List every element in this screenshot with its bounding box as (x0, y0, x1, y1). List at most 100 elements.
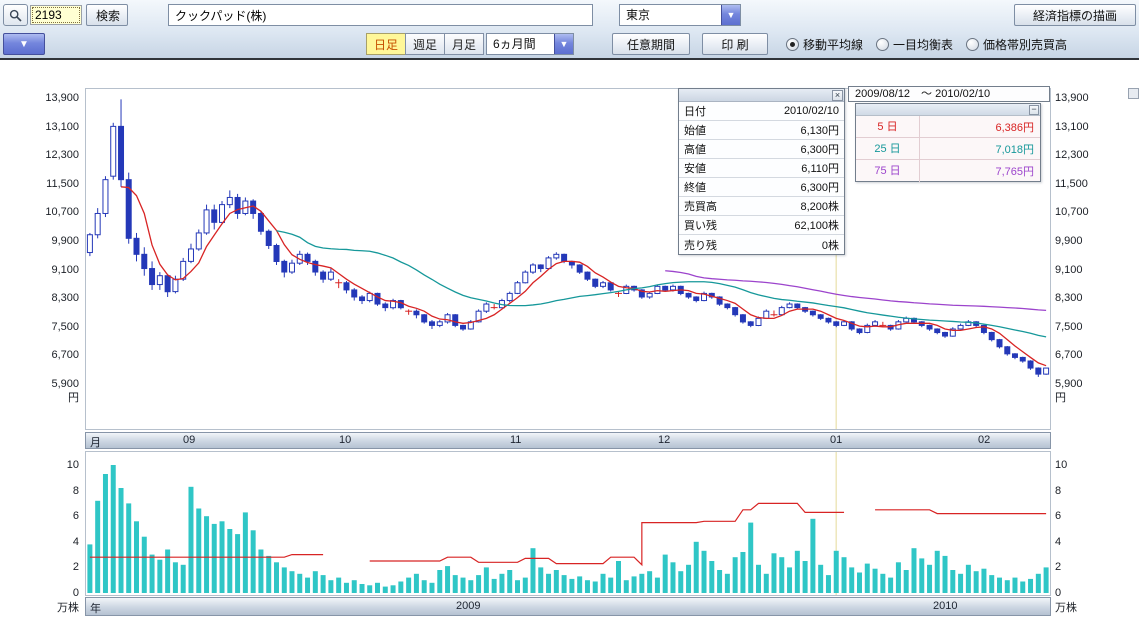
volume-tick-label: 10 (66, 459, 79, 471)
price-axis-unit: 円 (68, 392, 79, 404)
radio-moving-average[interactable]: 移動平均線 (786, 36, 863, 53)
chart-region: 月 09 10 11 12 01 02 年 2009 2010 × 日付 2010/02/1… (0, 60, 1139, 622)
ma-legend-row-5: 5 日 6,386円 (856, 116, 1040, 138)
volume-tick-label: 8 (72, 484, 79, 497)
info-row-margin-sell: 売り残 0株 (679, 235, 844, 254)
info-value-number: 2010/02/10 (783, 105, 839, 117)
info-value-unit: 株 (828, 220, 839, 232)
chevron-down-icon[interactable]: ▼ (554, 34, 573, 54)
month-axis-unit: 月 (90, 437, 101, 449)
overlay-radio-group: 移動平均線 一目均衡表 価格帯別売買高 (786, 36, 1067, 53)
month-label: 12 (658, 434, 671, 446)
symbol-list-dropdown-button[interactable]: ▼ (3, 33, 45, 55)
price-tick-label: 9,900 (51, 235, 79, 247)
volume-tick-label: 10 (1055, 459, 1068, 471)
year-axis-unit: 年 (90, 603, 101, 615)
month-label: 10 (339, 434, 352, 446)
volume-tick-label: 4 (72, 535, 79, 548)
minimize-icon[interactable]: − (1029, 104, 1039, 115)
ma-value-number: 6,386 (995, 122, 1023, 134)
price-tick-label: 11,500 (46, 177, 79, 190)
price-tick-label: 5,900 (1055, 378, 1083, 390)
year-label: 2009 (456, 600, 481, 612)
exchange-select[interactable]: 東京 ▼ (619, 4, 741, 26)
info-value-number: 6,110 (801, 163, 828, 175)
volume-tick-label: 0 (72, 587, 79, 599)
price-tick-label: 7,500 (51, 320, 79, 333)
tab-weekly[interactable]: 週足 (405, 33, 445, 55)
info-row-date: 日付 2010/02/10 (679, 102, 844, 121)
info-value-number: 62,100 (794, 220, 828, 232)
info-row-open: 始値 6,130円 (679, 121, 844, 140)
volume-axis-unit: 万株 (57, 602, 79, 614)
scroll-corner-button[interactable] (1128, 88, 1139, 99)
radio-price-volume[interactable]: 価格帯別売買高 (966, 36, 1067, 53)
price-tick-label: 6,700 (51, 349, 79, 362)
tab-daily[interactable]: 日足 (366, 33, 406, 55)
period-selected-value: 6ヵ月間 (493, 37, 536, 51)
stock-code-input[interactable] (30, 5, 82, 25)
economic-indicator-button[interactable]: 経済指標の描画 (1013, 4, 1136, 26)
info-value: 0株 (822, 237, 839, 253)
price-tick-label: 8,300 (51, 292, 79, 305)
month-label: 01 (830, 434, 843, 446)
price-tick-label: 13,100 (1055, 120, 1089, 133)
volume-tick-label: 8 (1055, 484, 1062, 497)
info-value-number: 6,300 (800, 182, 828, 194)
chevron-down-icon[interactable]: ▼ (721, 5, 740, 25)
volume-svg (87, 452, 1049, 595)
volume-tick-label: 4 (1055, 535, 1062, 548)
info-row-margin-buy: 買い残 62,100株 (679, 216, 844, 235)
price-tick-label: 10,700 (1055, 206, 1089, 219)
timeframe-tabs: 日足 週足 月足 6ヵ月間 ▼ (366, 33, 574, 55)
price-tick-label: 9,900 (1055, 235, 1083, 247)
info-value-unit: 株 (828, 201, 839, 213)
radio-ichimoku[interactable]: 一目均衡表 (876, 36, 953, 53)
stock-name-input[interactable] (168, 4, 593, 26)
ma-legend-panel: − 5 日 6,386円 25 日 7,018円 75 日 7,765円 (855, 103, 1041, 182)
price-tick-label: 13,900 (1055, 92, 1089, 104)
period-select[interactable]: 6ヵ月間 ▼ (486, 33, 574, 55)
info-value-number: 8,200 (800, 201, 828, 213)
exchange-selected-value: 東京 (626, 8, 651, 22)
info-value-number: 6,300 (800, 144, 828, 156)
custom-period-button[interactable]: 任意期間 (612, 33, 690, 55)
ma-value: 7,765円 (920, 163, 1040, 179)
chevron-down-icon: ▼ (19, 38, 29, 50)
info-label: 日付 (684, 106, 706, 118)
price-tick-label: 12,300 (45, 149, 79, 162)
volume-tick-label: 2 (1055, 561, 1062, 574)
search-button[interactable]: 検索 (86, 4, 128, 26)
tab-monthly[interactable]: 月足 (444, 33, 484, 55)
close-icon[interactable]: × (832, 89, 843, 101)
radio-moving-average-label: 移動平均線 (803, 37, 864, 52)
volume-tick-label: 6 (1055, 510, 1062, 523)
ma-value: 6,386円 (920, 119, 1040, 135)
price-tick-label: 6,700 (1055, 349, 1083, 362)
info-value: 6,300円 (800, 141, 839, 157)
info-value-unit: 円 (828, 144, 839, 156)
ma-period-label: 75 日 (856, 160, 920, 182)
toolbar: 検索 東京 ▼ 経済指標の描画 ▼ 日足 週足 月足 6ヵ月間 ▼ 任意期間 印… (0, 0, 1139, 60)
volume-chart[interactable] (85, 451, 1051, 596)
radio-ichimoku-label: 一目均衡表 (893, 37, 954, 52)
info-row-high: 高値 6,300円 (679, 140, 844, 159)
radio-selected-icon (786, 37, 799, 51)
ma-value-number: 7,765 (995, 166, 1023, 178)
search-icon-button[interactable] (3, 4, 28, 26)
price-axis-unit: 円 (1055, 392, 1066, 404)
volume-tick-label: 2 (72, 561, 79, 574)
info-popup-header: × (679, 89, 844, 102)
ma-value-unit: 円 (1023, 144, 1034, 156)
price-tick-label: 13,100 (45, 120, 79, 133)
price-tick-label: 11,500 (1055, 177, 1088, 190)
month-label: 09 (183, 434, 196, 446)
info-value-unit: 株 (828, 239, 839, 252)
print-button[interactable]: 印 刷 (702, 33, 768, 55)
info-value: 6,110円 (801, 160, 839, 176)
price-tick-label: 9,100 (51, 263, 79, 276)
volume-axis-unit: 万株 (1055, 602, 1077, 614)
info-value: 8,200株 (800, 198, 839, 214)
ma-legend-row-75: 75 日 7,765円 (856, 160, 1040, 182)
